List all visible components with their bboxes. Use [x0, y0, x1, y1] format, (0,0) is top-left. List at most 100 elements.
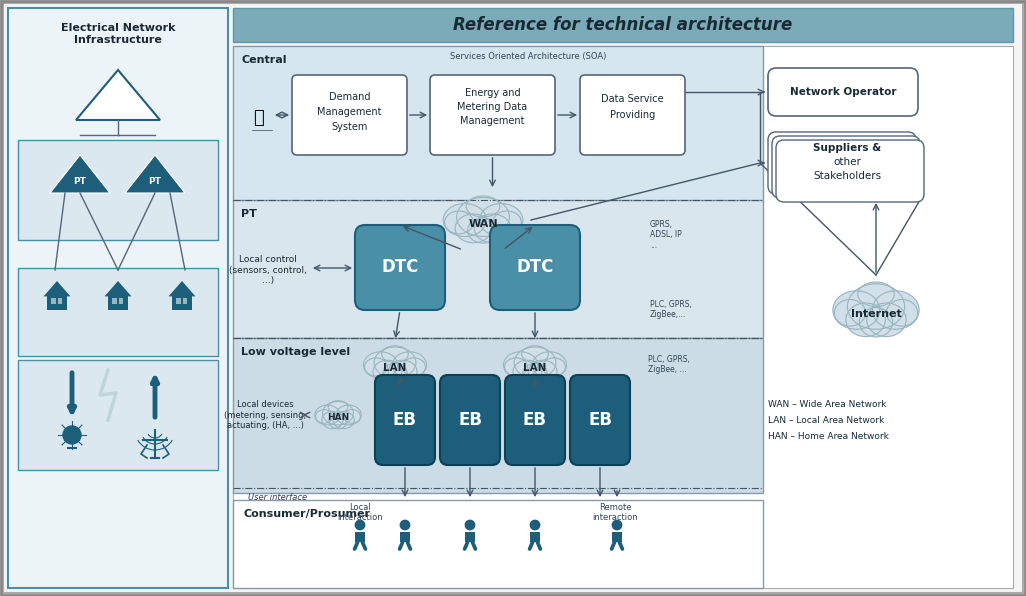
Ellipse shape [513, 360, 542, 383]
Text: Stakeholders: Stakeholders [813, 171, 881, 181]
FancyBboxPatch shape [580, 75, 685, 155]
Text: 🧑: 🧑 [252, 109, 264, 127]
Ellipse shape [528, 360, 557, 383]
FancyBboxPatch shape [768, 132, 916, 194]
Text: EB: EB [458, 411, 482, 429]
Ellipse shape [382, 346, 408, 362]
Bar [57, 299, 63, 304]
Ellipse shape [521, 346, 548, 362]
Ellipse shape [363, 352, 398, 378]
Text: System: System [331, 122, 367, 132]
Ellipse shape [374, 347, 416, 378]
Text: WAN – Wide Area Network: WAN – Wide Area Network [768, 400, 886, 409]
Ellipse shape [845, 303, 885, 337]
FancyBboxPatch shape [490, 225, 580, 310]
Ellipse shape [322, 402, 353, 425]
FancyBboxPatch shape [768, 68, 918, 116]
Ellipse shape [322, 411, 343, 429]
Ellipse shape [867, 303, 906, 337]
Text: DTC: DTC [382, 259, 419, 277]
Text: LAN: LAN [523, 363, 547, 373]
Ellipse shape [333, 411, 354, 429]
Bar [18, 140, 218, 240]
Ellipse shape [456, 214, 491, 243]
Polygon shape [465, 532, 475, 542]
Polygon shape [530, 532, 540, 542]
Ellipse shape [466, 196, 500, 217]
Bar [108, 296, 128, 310]
Bar [183, 299, 188, 304]
Text: Electrical Network: Electrical Network [61, 23, 175, 33]
FancyBboxPatch shape [776, 140, 924, 202]
Polygon shape [43, 281, 71, 296]
Ellipse shape [344, 409, 360, 423]
FancyBboxPatch shape [374, 375, 435, 465]
Text: PT: PT [149, 176, 161, 185]
Text: PLC, GPRS,
ZigBee,...: PLC, GPRS, ZigBee,... [650, 300, 692, 319]
Polygon shape [76, 70, 160, 120]
Ellipse shape [328, 401, 348, 413]
Bar [172, 296, 192, 310]
FancyBboxPatch shape [430, 75, 555, 155]
Text: Management: Management [317, 107, 382, 117]
Bar [8, 8, 228, 588]
Ellipse shape [364, 358, 388, 376]
Text: Suppliers &: Suppliers & [813, 143, 881, 153]
Text: Local devices
(metering, sensing,
actuating, (HA, ...): Local devices (metering, sensing, actuat… [224, 400, 306, 430]
Ellipse shape [373, 360, 402, 383]
Ellipse shape [858, 282, 895, 306]
Ellipse shape [872, 291, 919, 329]
Text: Management: Management [461, 116, 524, 126]
Ellipse shape [402, 358, 426, 376]
Bar [18, 360, 218, 470]
Text: other: other [833, 157, 861, 167]
FancyBboxPatch shape [440, 375, 500, 465]
Bar [233, 500, 763, 588]
Polygon shape [613, 532, 622, 542]
Ellipse shape [383, 364, 407, 383]
Polygon shape [168, 281, 195, 296]
Text: LAN – Local Area Network: LAN – Local Area Network [768, 416, 884, 425]
Text: GPRS,
ADSL, IP
...: GPRS, ADSL, IP ... [650, 220, 681, 250]
Ellipse shape [505, 358, 527, 376]
Ellipse shape [834, 300, 866, 326]
Bar [176, 299, 181, 304]
Text: Demand: Demand [328, 92, 370, 102]
Text: PT: PT [241, 209, 256, 219]
Ellipse shape [316, 409, 332, 423]
Text: HAN – Home Area Network: HAN – Home Area Network [768, 432, 889, 441]
Ellipse shape [474, 214, 511, 243]
Bar [51, 299, 55, 304]
Bar [233, 338, 763, 493]
Ellipse shape [444, 211, 473, 234]
Polygon shape [400, 532, 409, 542]
Text: DTC: DTC [516, 259, 554, 277]
FancyBboxPatch shape [570, 375, 630, 465]
Bar [233, 46, 763, 201]
Ellipse shape [492, 211, 521, 234]
Text: Providing: Providing [609, 110, 656, 120]
Ellipse shape [457, 197, 509, 237]
Ellipse shape [315, 405, 340, 425]
FancyBboxPatch shape [292, 75, 407, 155]
Text: WAN: WAN [468, 219, 498, 229]
FancyBboxPatch shape [355, 225, 445, 310]
Text: Internet: Internet [851, 309, 902, 319]
Polygon shape [355, 532, 365, 542]
Text: LAN: LAN [384, 363, 406, 373]
Ellipse shape [479, 203, 523, 237]
Circle shape [399, 520, 410, 530]
Bar [119, 299, 123, 304]
Circle shape [63, 426, 81, 444]
Ellipse shape [443, 203, 486, 237]
Ellipse shape [392, 352, 427, 378]
Circle shape [611, 520, 623, 530]
Text: Infrastructure: Infrastructure [74, 35, 162, 45]
Text: Low voltage level: Low voltage level [241, 347, 350, 357]
Polygon shape [105, 281, 131, 296]
Ellipse shape [388, 360, 417, 383]
Ellipse shape [523, 364, 547, 383]
Text: Central: Central [241, 55, 286, 65]
FancyBboxPatch shape [505, 375, 565, 465]
Text: PLC, GPRS,
ZigBee, ...: PLC, GPRS, ZigBee, ... [648, 355, 689, 374]
